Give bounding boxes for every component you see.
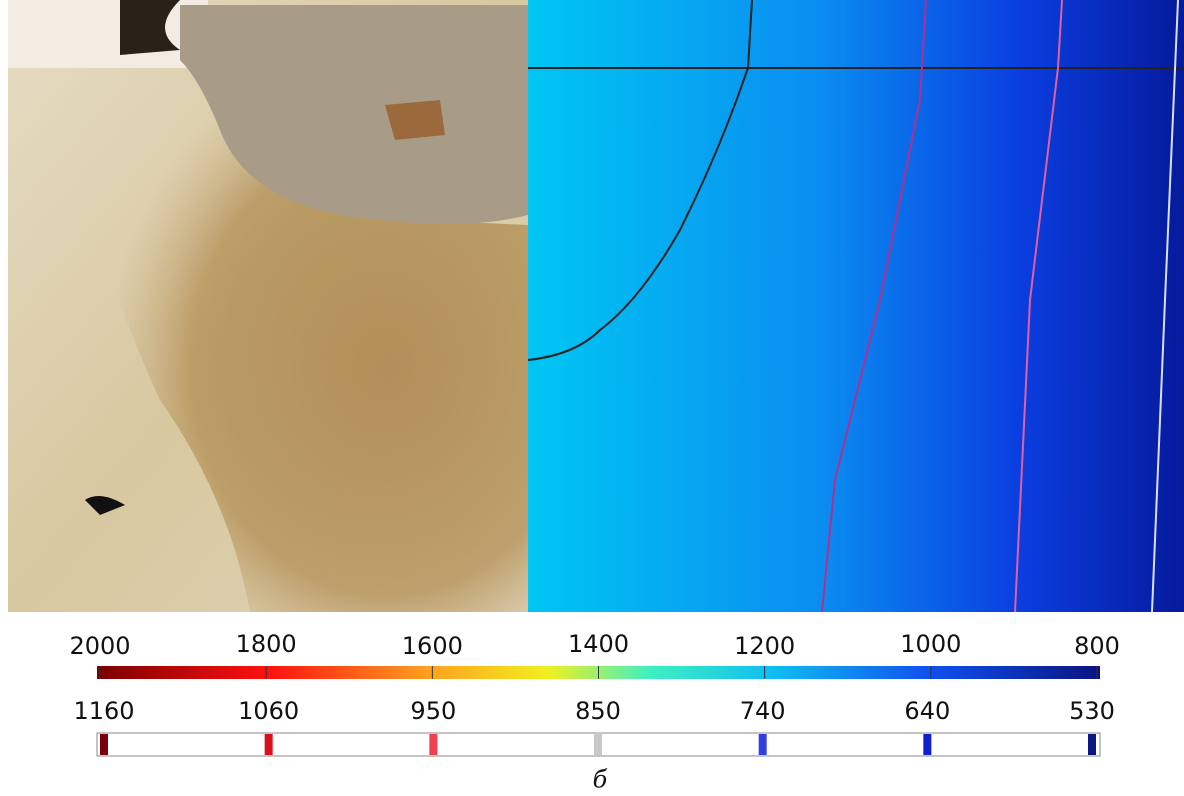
- temperature-label: 1800: [236, 630, 297, 658]
- isotherm-label: 950: [410, 697, 456, 725]
- isotherm-marker: [594, 734, 602, 755]
- temperature-label: 1400: [568, 630, 629, 658]
- isotherm-marker: [759, 734, 767, 755]
- temperature-label: 1200: [734, 632, 795, 660]
- temperature-label: 2000: [69, 632, 130, 660]
- isotherm-label: 1060: [238, 697, 299, 725]
- isotherm-label: 740: [740, 697, 786, 725]
- isotherm-marker: [923, 734, 931, 755]
- isotherm-label: 530: [1069, 697, 1115, 725]
- isotherm-marker: [429, 734, 437, 755]
- temperature-label: 800: [1074, 632, 1120, 660]
- isotherm-marker: [1088, 734, 1096, 755]
- isotherm-label: 1160: [73, 697, 134, 725]
- isotherm-marker: [100, 734, 108, 755]
- caption: б: [593, 766, 608, 794]
- isotherm-marker: [265, 734, 273, 755]
- temperature-label: 1000: [900, 630, 961, 658]
- simulation-field: [528, 0, 1184, 612]
- isotherm-label: 640: [904, 697, 950, 725]
- isotherm-label: 850: [575, 697, 621, 725]
- temperature-label: 1600: [402, 632, 463, 660]
- figure: 2000 1800 1600 1400 1200 1000 800 1160 1060 950 85…: [0, 0, 1184, 796]
- micrograph: [8, 0, 528, 612]
